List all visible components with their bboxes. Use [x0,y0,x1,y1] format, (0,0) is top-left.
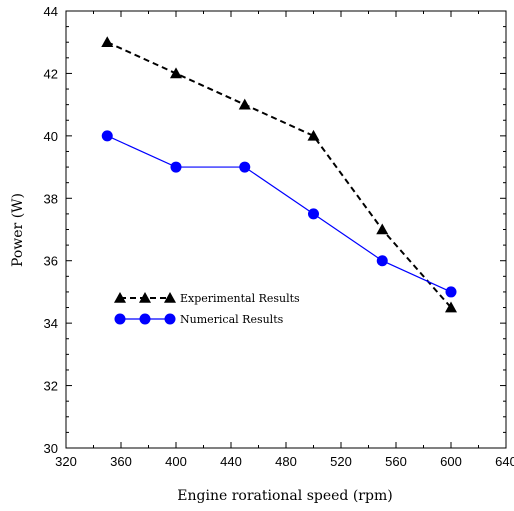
legend: Experimental Results Numerical Results [114,292,300,326]
x-tick-label: 400 [165,454,187,469]
data-point-series-1 [238,98,251,110]
x-tick-label: 520 [330,454,352,469]
data-point-series-2 [239,161,251,173]
series-line-2 [107,135,452,293]
data-point-series-2 [445,286,457,298]
data-point-series-1 [307,129,320,141]
data-point-series-1 [101,36,114,48]
data-point-series-2 [376,255,388,267]
y-tick-label: 40 [44,129,58,144]
data-point-series-2 [170,161,182,173]
axes: 320 360 400 440 480 520 560 600 640 30 32 34 36 38 40 4… [44,4,514,469]
legend-marker-1 [114,292,126,303]
x-tick-label: 600 [440,454,462,469]
legend-label-2: Numerical Results [180,313,284,326]
legend-marker-1 [139,292,151,303]
data-point-series-1 [445,301,457,313]
plot-frame [65,10,507,449]
data-point-series-2 [308,208,319,220]
x-tick-label: 560 [385,454,407,469]
legend-marker-2 [164,313,176,325]
y-tick-label: 34 [44,316,58,331]
data-point-series-1 [170,67,182,79]
y-tick-label: 42 [44,66,58,81]
data-point-series-1 [376,223,389,235]
legend-label-1: Experimental Results [180,292,300,305]
x-tick-label: 360 [110,454,132,469]
y-tick-label: 44 [44,4,58,19]
x-tick-label: 480 [275,454,297,469]
x-tick-label: 440 [220,454,242,469]
legend-marker-2 [114,313,126,325]
series-line-1 [106,41,452,309]
y-axis-title: Power (W) [10,193,26,267]
y-tick-label: 30 [44,441,58,456]
y-tick-label: 36 [44,254,58,269]
data-point-series-2 [101,130,113,142]
x-axis-title: Engine rorational speed (rpm) [177,488,392,504]
legend-marker-1 [164,292,176,303]
series-layer [101,36,457,313]
y-tick-label: 32 [44,379,58,394]
legend-marker-2 [139,313,151,325]
x-tick-label: 320 [55,454,77,469]
y-tick-label: 38 [44,191,58,206]
x-tick-label: 640 [495,454,514,469]
